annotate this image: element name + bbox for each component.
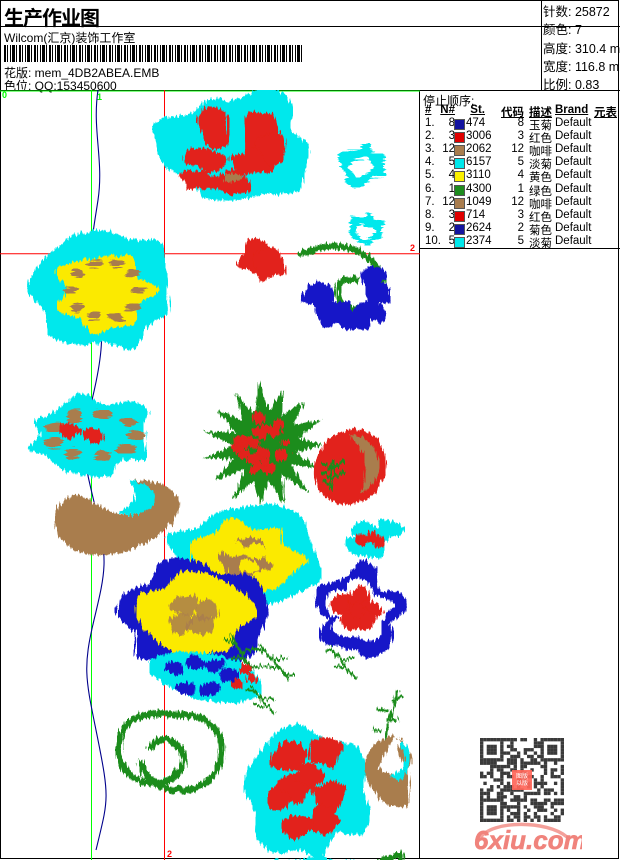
svg-text:以版: 以版 [516,778,528,787]
svg-text:2: 2 [410,243,415,253]
svg-text:6xiu.com: 6xiu.com [474,825,582,852]
svg-text:0: 0 [2,90,7,100]
svg-text:2: 2 [167,849,172,859]
svg-text:1: 1 [97,92,102,102]
